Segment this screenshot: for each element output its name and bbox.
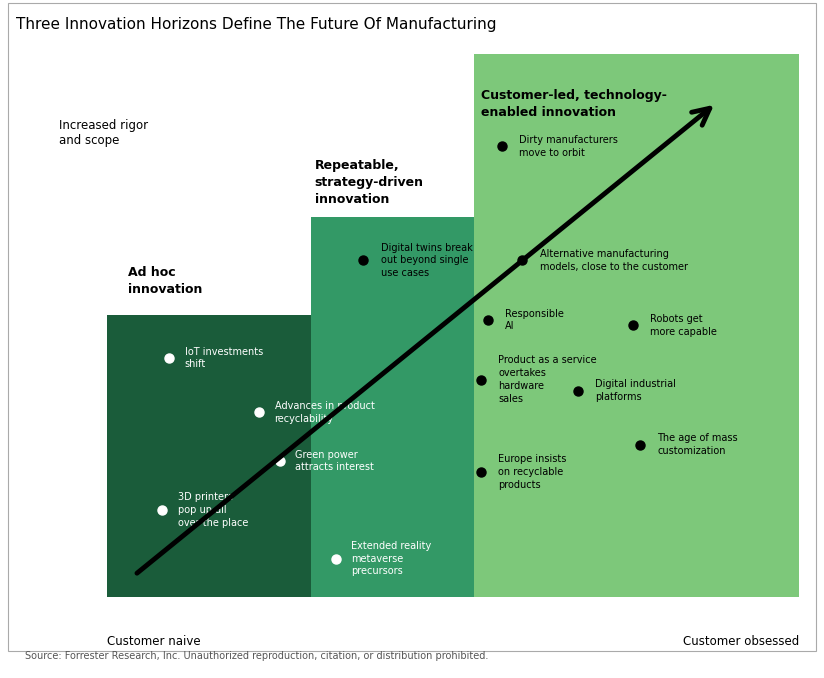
Text: Extended reality
metaverse
precursors: Extended reality metaverse precursors (351, 541, 431, 576)
Text: The age of mass
customization: The age of mass customization (658, 433, 738, 456)
Text: Advances in product
recyclability: Advances in product recyclability (274, 401, 374, 424)
Text: 3D printers
pop up all
over the place: 3D printers pop up all over the place (178, 492, 248, 527)
Text: Repeatable,
strategy-driven
innovation: Repeatable, strategy-driven innovation (315, 159, 424, 206)
Text: Dirty manufacturers
move to orbit: Dirty manufacturers move to orbit (519, 135, 618, 158)
Text: Customer obsessed: Customer obsessed (683, 635, 799, 647)
Bar (474, 54, 799, 597)
Text: Responsible
AI: Responsible AI (505, 308, 564, 332)
Bar (311, 217, 474, 597)
Text: Three Innovation Horizons Define The Future Of Manufacturing: Three Innovation Horizons Define The Fut… (16, 17, 497, 32)
Text: IoT investments
shift: IoT investments shift (185, 346, 263, 370)
Text: Customer-led, technology-
enabled innovation: Customer-led, technology- enabled innova… (481, 89, 667, 119)
Text: Alternative manufacturing
models, close to the customer: Alternative manufacturing models, close … (540, 249, 688, 272)
Text: Source: Forrester Research, Inc. Unauthorized reproduction, citation, or distrib: Source: Forrester Research, Inc. Unautho… (25, 651, 488, 661)
Text: Digital twins break
out beyond single
use cases: Digital twins break out beyond single us… (381, 243, 472, 278)
Text: Robots get
more capable: Robots get more capable (650, 314, 718, 337)
Text: Customer naive: Customer naive (107, 635, 201, 647)
Text: Increased rigor
and scope: Increased rigor and scope (59, 119, 147, 147)
Text: Ad hoc
innovation: Ad hoc innovation (128, 266, 202, 296)
Text: Europe insists
on recyclable
products: Europe insists on recyclable products (499, 454, 567, 490)
Text: Digital industrial
platforms: Digital industrial platforms (595, 379, 676, 402)
Bar (107, 315, 311, 597)
Text: Product as a service
overtakes
hardware
sales: Product as a service overtakes hardware … (499, 355, 597, 404)
Text: Green power
attracts interest: Green power attracts interest (295, 450, 374, 473)
